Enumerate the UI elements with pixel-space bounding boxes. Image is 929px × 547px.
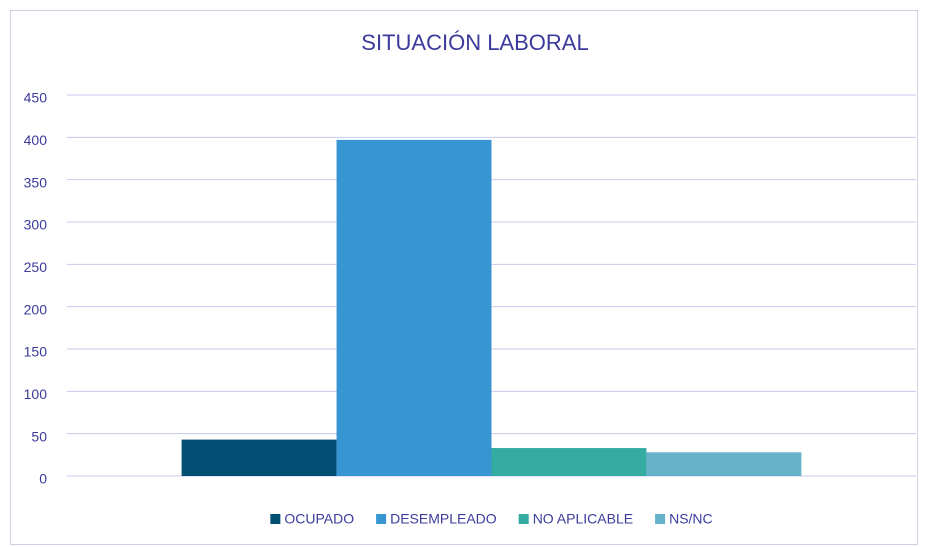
y-tick-label: 200 <box>24 301 48 317</box>
y-tick-label: 50 <box>31 428 47 444</box>
bar <box>336 139 492 476</box>
y-tick-label: 150 <box>24 344 48 360</box>
bar <box>646 452 802 476</box>
legend-swatch <box>655 514 666 524</box>
legend-swatch <box>270 514 281 524</box>
legend-label: DESEMPLEADO <box>390 511 497 527</box>
y-tick-label: 100 <box>24 386 48 402</box>
y-tick-label: 450 <box>24 90 48 106</box>
legend-label: NS/NC <box>669 511 713 527</box>
legend-swatch <box>376 514 387 524</box>
bar <box>181 439 337 476</box>
y-tick-label: 250 <box>24 259 48 275</box>
y-tick-label: 0 <box>39 471 47 487</box>
legend-label: OCUPADO <box>284 511 354 527</box>
chart-title: SITUACIÓN LABORAL <box>361 30 588 55</box>
y-tick-label: 300 <box>24 217 48 233</box>
y-tick-label: 350 <box>24 174 48 190</box>
bar <box>491 448 647 476</box>
y-tick-label: 400 <box>24 132 48 148</box>
legend-label: NO APLICABLE <box>533 511 633 527</box>
legend-swatch <box>518 514 529 524</box>
